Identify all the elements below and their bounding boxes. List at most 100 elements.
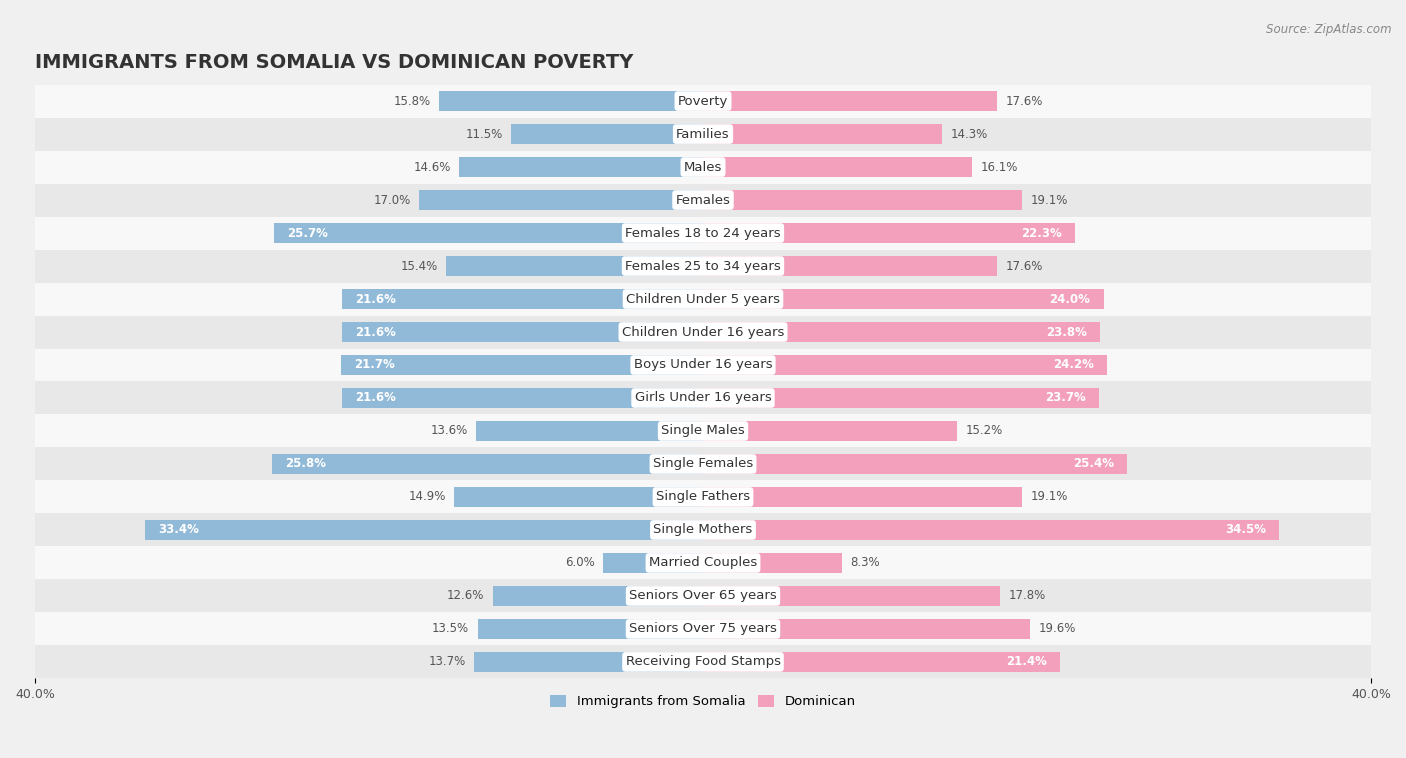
- Text: Source: ZipAtlas.com: Source: ZipAtlas.com: [1267, 23, 1392, 36]
- Text: 6.0%: 6.0%: [565, 556, 595, 569]
- Bar: [703, 553, 842, 573]
- Text: Single Females: Single Females: [652, 458, 754, 471]
- Bar: [35, 315, 1371, 349]
- Text: 19.6%: 19.6%: [1039, 622, 1076, 635]
- Bar: [35, 349, 1371, 381]
- Bar: [342, 388, 703, 409]
- Text: Single Males: Single Males: [661, 424, 745, 437]
- Bar: [703, 223, 1076, 243]
- Bar: [35, 612, 1371, 645]
- Legend: Immigrants from Somalia, Dominican: Immigrants from Somalia, Dominican: [546, 690, 860, 713]
- Bar: [35, 645, 1371, 678]
- Bar: [492, 586, 703, 606]
- Bar: [454, 487, 703, 507]
- Bar: [419, 190, 703, 210]
- Text: 33.4%: 33.4%: [159, 524, 200, 537]
- Bar: [703, 619, 1031, 639]
- Text: 17.6%: 17.6%: [1005, 95, 1043, 108]
- Text: Boys Under 16 years: Boys Under 16 years: [634, 359, 772, 371]
- Text: 25.8%: 25.8%: [285, 458, 326, 471]
- Bar: [35, 579, 1371, 612]
- Text: Families: Families: [676, 127, 730, 140]
- Bar: [703, 255, 997, 276]
- Bar: [603, 553, 703, 573]
- Bar: [703, 157, 972, 177]
- Bar: [703, 652, 1060, 672]
- Text: Girls Under 16 years: Girls Under 16 years: [634, 391, 772, 405]
- Bar: [474, 652, 703, 672]
- Bar: [35, 151, 1371, 183]
- Text: 17.0%: 17.0%: [374, 193, 411, 206]
- Bar: [439, 91, 703, 111]
- Bar: [703, 355, 1107, 375]
- Text: Seniors Over 65 years: Seniors Over 65 years: [628, 590, 778, 603]
- Bar: [340, 355, 703, 375]
- Bar: [478, 619, 703, 639]
- Text: 25.4%: 25.4%: [1073, 458, 1114, 471]
- Text: 17.8%: 17.8%: [1008, 590, 1046, 603]
- Text: 16.1%: 16.1%: [980, 161, 1018, 174]
- Bar: [703, 487, 1022, 507]
- Bar: [703, 586, 1000, 606]
- Bar: [35, 217, 1371, 249]
- Text: 17.6%: 17.6%: [1005, 259, 1043, 273]
- Bar: [35, 183, 1371, 217]
- Text: Females: Females: [675, 193, 731, 206]
- Bar: [703, 520, 1279, 540]
- Bar: [342, 289, 703, 309]
- Bar: [35, 381, 1371, 415]
- Text: 24.0%: 24.0%: [1050, 293, 1091, 305]
- Text: 21.7%: 21.7%: [354, 359, 395, 371]
- Text: 13.6%: 13.6%: [430, 424, 468, 437]
- Text: 34.5%: 34.5%: [1225, 524, 1265, 537]
- Text: 12.6%: 12.6%: [447, 590, 484, 603]
- Bar: [703, 322, 1101, 342]
- Bar: [703, 91, 997, 111]
- Text: 14.3%: 14.3%: [950, 127, 987, 140]
- Text: Females 25 to 34 years: Females 25 to 34 years: [626, 259, 780, 273]
- Text: 13.7%: 13.7%: [429, 656, 465, 669]
- Text: Poverty: Poverty: [678, 95, 728, 108]
- Bar: [274, 223, 703, 243]
- Text: Married Couples: Married Couples: [650, 556, 756, 569]
- Bar: [35, 415, 1371, 447]
- Bar: [342, 322, 703, 342]
- Bar: [273, 454, 703, 475]
- Bar: [703, 454, 1128, 475]
- Bar: [35, 249, 1371, 283]
- Text: 15.4%: 15.4%: [401, 259, 437, 273]
- Text: 8.3%: 8.3%: [851, 556, 880, 569]
- Text: 24.2%: 24.2%: [1053, 359, 1094, 371]
- Bar: [703, 388, 1099, 409]
- Bar: [35, 85, 1371, 117]
- Text: 15.2%: 15.2%: [965, 424, 1002, 437]
- Bar: [145, 520, 703, 540]
- Text: Receiving Food Stamps: Receiving Food Stamps: [626, 656, 780, 669]
- Bar: [510, 124, 703, 144]
- Text: 14.9%: 14.9%: [408, 490, 446, 503]
- Bar: [703, 421, 957, 441]
- Bar: [35, 547, 1371, 579]
- Bar: [460, 157, 703, 177]
- Text: 21.6%: 21.6%: [356, 325, 396, 339]
- Bar: [35, 117, 1371, 151]
- Text: 21.6%: 21.6%: [356, 391, 396, 405]
- Text: 21.6%: 21.6%: [356, 293, 396, 305]
- Text: Seniors Over 75 years: Seniors Over 75 years: [628, 622, 778, 635]
- Text: 23.7%: 23.7%: [1045, 391, 1085, 405]
- Text: 21.4%: 21.4%: [1007, 656, 1047, 669]
- Text: Children Under 16 years: Children Under 16 years: [621, 325, 785, 339]
- Text: 19.1%: 19.1%: [1031, 193, 1067, 206]
- Text: 22.3%: 22.3%: [1021, 227, 1062, 240]
- Bar: [703, 190, 1022, 210]
- Bar: [35, 481, 1371, 513]
- Bar: [446, 255, 703, 276]
- Text: IMMIGRANTS FROM SOMALIA VS DOMINICAN POVERTY: IMMIGRANTS FROM SOMALIA VS DOMINICAN POV…: [35, 53, 633, 72]
- Text: Females 18 to 24 years: Females 18 to 24 years: [626, 227, 780, 240]
- Text: 13.5%: 13.5%: [432, 622, 470, 635]
- Text: 23.8%: 23.8%: [1046, 325, 1087, 339]
- Bar: [475, 421, 703, 441]
- Text: Children Under 5 years: Children Under 5 years: [626, 293, 780, 305]
- Text: Single Fathers: Single Fathers: [657, 490, 749, 503]
- Text: 15.8%: 15.8%: [394, 95, 430, 108]
